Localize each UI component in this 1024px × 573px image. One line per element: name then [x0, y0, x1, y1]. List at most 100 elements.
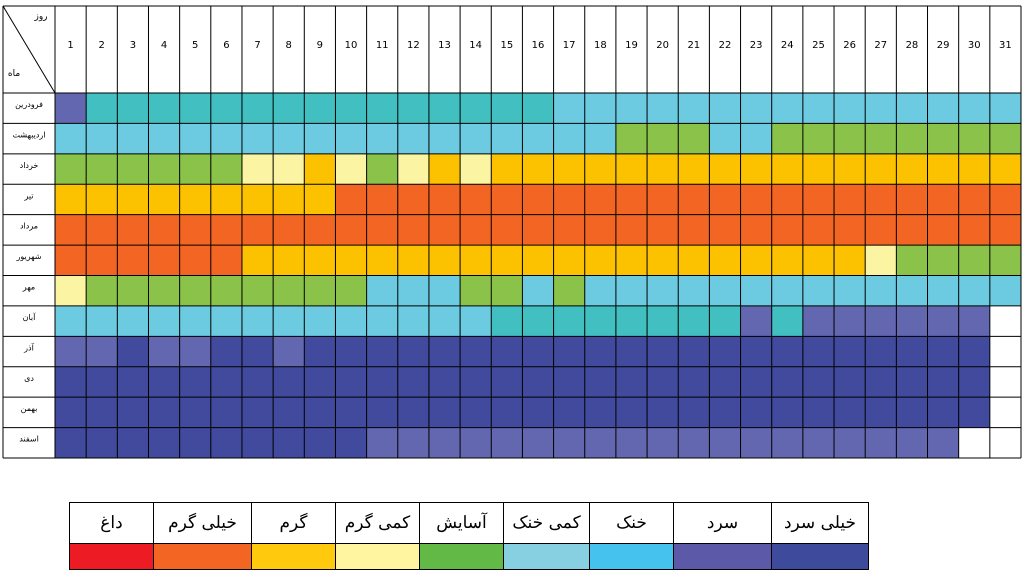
heatmap-cell — [584, 336, 616, 367]
heatmap-cell — [428, 336, 461, 367]
heatmap-cell — [989, 93, 1021, 124]
heatmap-cell — [709, 214, 741, 246]
heatmap-cell — [210, 366, 242, 398]
heatmap-cell — [86, 397, 118, 428]
heatmap-cell — [553, 123, 585, 154]
heatmap-cell — [179, 93, 211, 124]
heatmap-cell — [647, 397, 679, 428]
heatmap-cell — [366, 427, 398, 458]
heatmap-cell — [865, 275, 897, 306]
legend-swatch — [419, 543, 504, 570]
heatmap-cell — [865, 123, 897, 154]
heatmap-cell — [428, 397, 461, 428]
legend-swatch — [69, 543, 154, 570]
heatmap-cell — [179, 184, 211, 215]
heatmap-cell — [491, 427, 523, 458]
heatmap-cell — [366, 123, 398, 154]
heatmap-cell — [179, 245, 211, 276]
heatmap-cell — [771, 336, 803, 367]
month-label: دی — [24, 374, 34, 383]
month-labels: فرودرین اردیبهشت خرداد تیر مرداد شهریور مهر آبا… — [13, 100, 46, 444]
heatmap-cell — [428, 427, 461, 458]
heatmap-cell — [179, 336, 211, 367]
heatmap-cell — [865, 153, 897, 185]
heatmap-cell — [802, 184, 835, 215]
heatmap-cell — [335, 153, 367, 185]
heatmap-cell — [709, 366, 741, 398]
heatmap-cell — [304, 275, 336, 306]
heatmap-cell — [273, 93, 305, 124]
day-label: 14 — [469, 40, 482, 51]
heatmap-cell — [460, 123, 492, 154]
heatmap-cell — [273, 123, 305, 154]
heatmap-cell — [460, 214, 492, 246]
heatmap-cell — [241, 275, 274, 306]
heatmap-cell — [958, 153, 990, 185]
heatmap-cell — [834, 397, 866, 428]
heatmap-cell — [460, 275, 492, 306]
heatmap-cell — [86, 336, 118, 367]
heatmap-cell — [304, 93, 336, 124]
month-label: مرداد — [20, 222, 38, 231]
heatmap-cell — [678, 245, 710, 276]
legend-swatch — [589, 543, 674, 570]
heatmap-cell — [273, 366, 305, 398]
heatmap-cell — [709, 275, 741, 306]
heatmap-cell — [771, 427, 803, 458]
heatmap-cell — [86, 427, 118, 458]
heatmap-cell — [615, 427, 648, 458]
heatmap-cell — [927, 184, 959, 215]
heatmap-cell — [335, 245, 367, 276]
heatmap-cell — [584, 123, 616, 154]
heatmap-cell — [958, 305, 990, 337]
corner-day-label: روز — [33, 12, 47, 22]
heatmap-cell — [397, 397, 429, 428]
heatmap-cell — [460, 336, 492, 367]
heatmap-cell — [615, 275, 648, 306]
heatmap-cell — [740, 427, 772, 458]
heatmap-cell — [771, 305, 803, 337]
heatmap-cell — [55, 93, 87, 124]
legend-swatches — [69, 543, 869, 570]
heatmap-cell — [958, 123, 990, 154]
day-label: 4 — [161, 40, 167, 51]
heatmap-cell — [584, 93, 616, 124]
heatmap-cell — [709, 93, 741, 124]
heatmap-cell — [958, 184, 990, 215]
day-label: 27 — [874, 40, 887, 51]
heatmap-cell — [117, 397, 149, 428]
heatmap-cell — [896, 336, 928, 367]
day-label: 19 — [625, 40, 638, 51]
heatmap-cell — [428, 184, 461, 215]
heatmap-cell — [740, 366, 772, 398]
heatmap-cell — [397, 123, 429, 154]
heatmap-cell — [896, 153, 928, 185]
heatmap-cell — [148, 214, 180, 246]
legend-label: آسایش — [419, 502, 504, 544]
heatmap-cell — [86, 245, 118, 276]
heatmap-cell — [491, 397, 523, 428]
day-label: 22 — [719, 40, 732, 51]
heatmap-cell — [615, 397, 648, 428]
heatmap-cell — [86, 184, 118, 215]
heatmap-cell — [210, 397, 242, 428]
heatmap-cell — [678, 397, 710, 428]
heatmap-cell — [584, 245, 616, 276]
heatmap-cell — [615, 245, 648, 276]
heatmap-cell — [366, 214, 398, 246]
heatmap-cell — [615, 214, 648, 246]
heatmap-cell — [55, 153, 87, 185]
legend-label: کمی گرم — [335, 502, 420, 544]
heatmap-cell — [958, 275, 990, 306]
heatmap-cell — [584, 153, 616, 185]
day-label: 17 — [563, 40, 576, 51]
heatmap-cell — [834, 336, 866, 367]
heatmap-cell — [428, 153, 461, 185]
heatmap-cell — [179, 427, 211, 458]
month-label: بهمن — [21, 404, 38, 413]
heatmap-cell — [896, 123, 928, 154]
heatmap-cell — [428, 275, 461, 306]
day-label: 8 — [286, 40, 292, 51]
heatmap-cell — [55, 366, 87, 398]
heatmap-cell — [584, 214, 616, 246]
